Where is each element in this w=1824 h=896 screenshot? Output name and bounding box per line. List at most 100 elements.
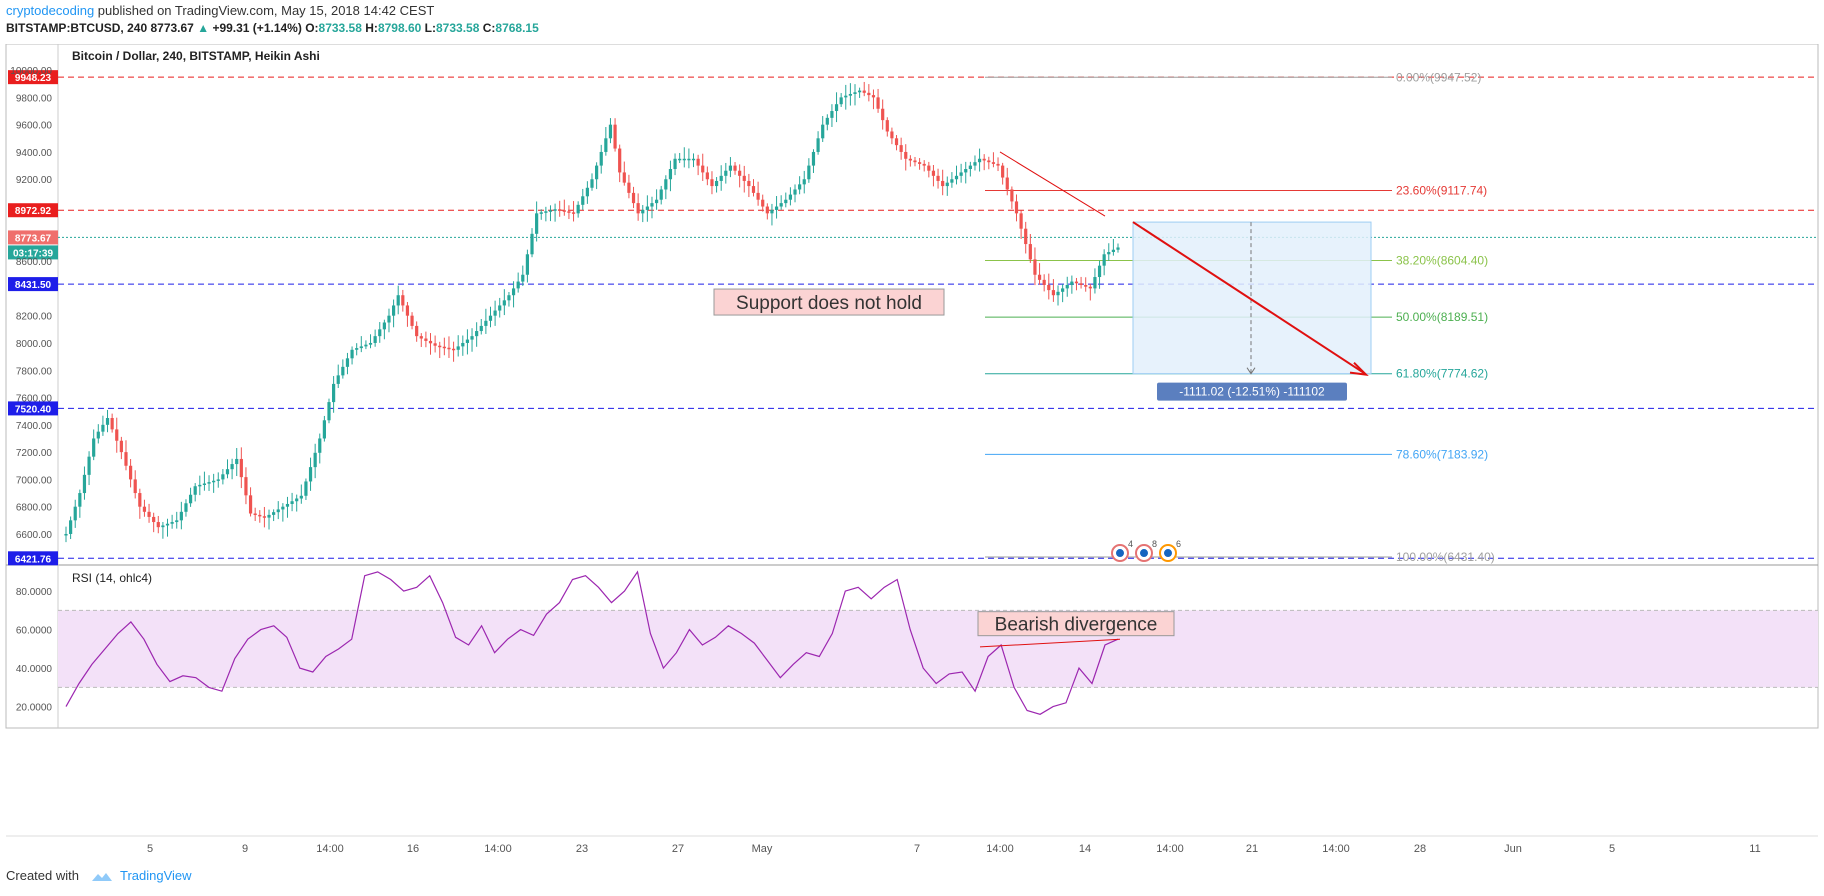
candle-body <box>1084 284 1088 287</box>
candle-body <box>858 90 862 93</box>
candle-body <box>941 180 945 187</box>
candle-body <box>825 117 829 125</box>
candle-body <box>913 160 917 163</box>
time-tick-label: 9 <box>242 843 248 855</box>
candle-body <box>115 429 119 441</box>
candle-body <box>710 179 714 187</box>
projection-arrow[interactable] <box>1132 221 1366 375</box>
candle-body <box>188 494 193 504</box>
candle-body <box>959 172 963 176</box>
candle-body <box>788 194 793 200</box>
time-tick-label: Jun <box>1504 843 1522 855</box>
rsi-tick-label: 80.0000 <box>16 587 53 598</box>
candle-body <box>345 358 350 367</box>
candle-body <box>433 343 437 346</box>
chart-canvas[interactable]: Bitcoin / Dollar, 240, BITSTAMP, Heikin … <box>0 44 1824 866</box>
candle-body <box>1033 259 1037 275</box>
candle-body <box>816 138 820 152</box>
candle-body <box>401 295 405 306</box>
close-label: C: <box>482 21 496 35</box>
candle-body <box>830 111 834 118</box>
candle-body <box>152 516 156 523</box>
rsi-tick-label: 60.0000 <box>16 626 53 637</box>
candle-body <box>738 170 742 176</box>
candle-body <box>687 158 691 161</box>
candle-body <box>244 477 248 496</box>
rsi-series-line <box>65 570 1119 715</box>
event-count-label: 8 <box>1152 539 1157 549</box>
chart-header: cryptodecoding published on TradingView.… <box>0 0 1824 44</box>
symbol-label: BITSTAMP:BTCUSD, 240 <box>6 21 148 35</box>
candle-body <box>493 310 497 316</box>
candle-body <box>544 211 548 213</box>
support-note-box[interactable] <box>713 288 945 316</box>
candle-body <box>73 506 77 521</box>
candle-body <box>1005 177 1009 190</box>
candle-body <box>627 182 631 193</box>
candle-body <box>447 347 451 350</box>
event-flag-dot <box>1164 549 1172 558</box>
candle-body <box>848 93 852 96</box>
candle-body <box>484 320 488 326</box>
divergence-line[interactable] <box>979 638 1121 648</box>
candle-body <box>645 206 649 210</box>
level-price-tag <box>8 401 58 416</box>
rsi-band <box>58 610 1818 688</box>
candle-body <box>488 315 493 321</box>
candle-body <box>525 254 530 275</box>
candle-body <box>327 402 331 421</box>
candle-body <box>1042 279 1046 285</box>
measure-arrow-icon <box>1246 367 1256 375</box>
candle-body <box>650 203 654 207</box>
candle-body <box>267 514 271 518</box>
candle-body <box>502 300 506 306</box>
open-label: O: <box>305 21 319 35</box>
candle-body <box>64 533 68 536</box>
candle-body <box>811 151 816 166</box>
candle-body <box>378 329 382 337</box>
divergence-note-text: Bearish divergence <box>995 615 1158 636</box>
candle-body <box>784 199 788 204</box>
candle-body <box>179 511 183 521</box>
footer: Created with TradingView <box>6 868 192 883</box>
candle-body <box>253 513 257 516</box>
trend-line[interactable] <box>999 151 1106 217</box>
last-price-label: 8773.67 <box>15 233 52 244</box>
candle-body <box>871 95 876 98</box>
candle-body <box>285 503 290 507</box>
candle-body <box>548 210 553 212</box>
candle-body <box>138 493 142 507</box>
candle-body <box>668 169 673 180</box>
candle-body <box>92 438 96 457</box>
candle-body <box>124 452 128 466</box>
price-tick-label: 10000.00 <box>10 66 52 77</box>
divergence-note-box[interactable] <box>977 611 1175 637</box>
candle-body <box>954 175 959 180</box>
candle-body <box>415 325 419 337</box>
candle-body <box>1019 213 1023 229</box>
candle-body <box>853 92 857 94</box>
last-price-tag <box>8 230 58 245</box>
candle-body <box>428 340 433 344</box>
level-price-tag <box>8 203 58 218</box>
candle-body <box>604 138 608 152</box>
candle-body <box>996 163 1000 166</box>
candle-body <box>465 339 470 343</box>
candle-body <box>798 184 802 190</box>
candle-body <box>364 344 368 347</box>
candle-body <box>133 479 137 494</box>
level-price-tag <box>8 70 58 85</box>
candle-body <box>110 418 114 430</box>
candle-body <box>927 165 931 171</box>
candle-body <box>1024 228 1028 245</box>
price-tick-label: 9200.00 <box>16 175 53 186</box>
candle-body <box>751 186 756 193</box>
tradingview-link[interactable]: TradingView <box>120 868 192 883</box>
candle-body <box>724 170 728 176</box>
time-tick-label: 5 <box>147 843 153 855</box>
open-value: 8733.58 <box>318 21 362 35</box>
author-link[interactable]: cryptodecoding <box>6 3 95 18</box>
candle-body <box>714 180 719 187</box>
time-tick-label: 14 <box>1079 843 1091 855</box>
candle-body <box>101 424 105 432</box>
